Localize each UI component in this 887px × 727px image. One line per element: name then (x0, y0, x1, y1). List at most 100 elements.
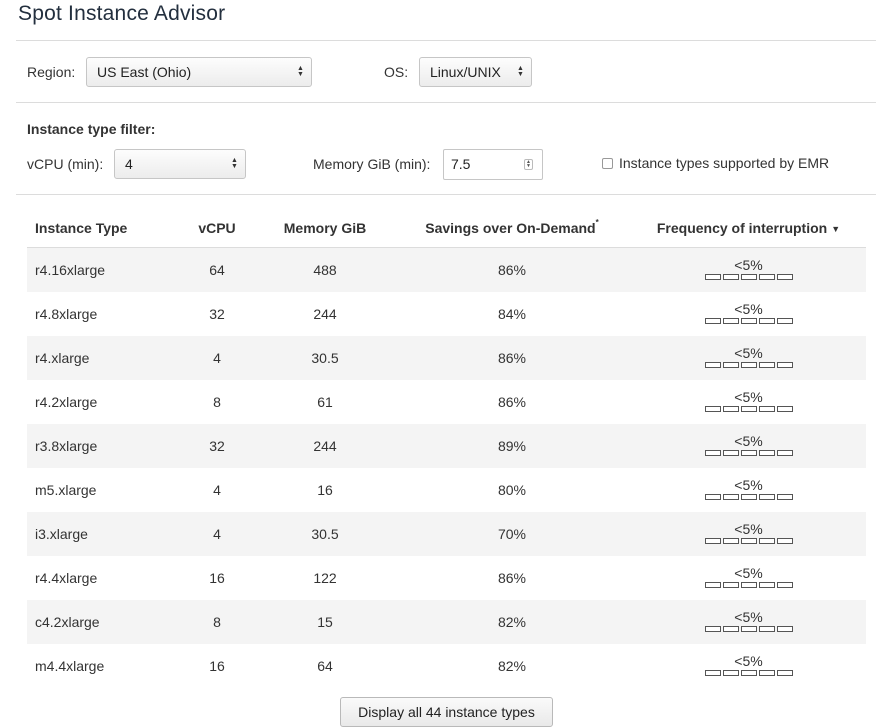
memory-cell: 244 (257, 424, 393, 468)
frequency-bar (776, 405, 793, 412)
frequency-bar (740, 581, 757, 588)
frequency-bar (758, 273, 775, 280)
memory-min-value: 7.5 (451, 156, 471, 172)
region-select[interactable]: US East (Ohio) ▲ ▼ (86, 57, 312, 87)
instance-type-cell: r4.2xlarge (35, 394, 98, 410)
spinner-icon[interactable]: ▲ ▼ (524, 159, 533, 170)
frequency-bars (704, 537, 793, 544)
frequency-bar (758, 625, 775, 632)
display-all-button[interactable]: Display all 44 instance types (340, 697, 553, 727)
instance-type-cell: i3.xlarge (27, 512, 177, 556)
frequency-bar (758, 449, 775, 456)
savings-header[interactable]: Savings over On-Demand* (393, 209, 631, 248)
instance-type-header[interactable]: Instance Type (27, 209, 177, 248)
frequency-indicator: <5% (704, 388, 793, 412)
savings-cell: 84% (497, 306, 527, 322)
memory-cell: 488 (257, 247, 393, 292)
frequency-bars (704, 361, 793, 368)
frequency-bar (776, 449, 793, 456)
frequency-indicator: <5% (704, 652, 793, 676)
savings-cell: 86% (497, 394, 527, 410)
savings-cell: 89% (393, 424, 631, 468)
frequency-bars (704, 669, 793, 676)
frequency-bar (704, 273, 721, 280)
frequency-bars (704, 493, 793, 500)
frequency-bar (722, 405, 739, 412)
vcpu-cell: 8 (177, 600, 257, 644)
table-row: r4.8xlarge 32 244 84% <5% (27, 292, 866, 336)
frequency-bar (758, 581, 775, 588)
memory-min-label: Memory GiB (min): (313, 156, 431, 172)
os-select[interactable]: Linux/UNIX ▲ ▼ (419, 57, 532, 87)
region-label: Region: (27, 64, 76, 80)
frequency-text: <5% (734, 564, 763, 581)
frequency-bar (704, 625, 721, 632)
vcpu-cell: 32 (209, 306, 225, 322)
frequency-bar (776, 537, 793, 544)
frequency-cell: <5% (631, 600, 866, 644)
savings-cell: 86% (393, 336, 631, 380)
frequency-header[interactable]: Frequency of interruption ▼ (631, 209, 866, 248)
memory-cell: 30.5 (257, 336, 393, 380)
frequency-cell: <5% (631, 512, 866, 556)
vcpu-min-select[interactable]: 4 ▲ ▼ (114, 149, 246, 179)
frequency-cell: <5% (631, 644, 866, 688)
frequency-bar (722, 273, 739, 280)
frequency-cell: <5% (631, 336, 866, 380)
vcpu-cell: 8 (213, 394, 221, 410)
memory-header[interactable]: Memory GiB (257, 209, 393, 248)
frequency-text: <5% (734, 256, 763, 273)
frequency-cell: <5% (631, 292, 866, 336)
frequency-indicator: <5% (704, 256, 793, 280)
instance-table: Instance Type vCPU Memory GiB Savings ov… (27, 209, 866, 688)
select-arrows-icon: ▲ ▼ (297, 65, 304, 78)
vcpu-cell: 32 (177, 424, 257, 468)
frequency-bar (704, 493, 721, 500)
table-row: r4.16xlarge 64 488 86% <5% (27, 247, 866, 292)
vcpu-header[interactable]: vCPU (177, 209, 257, 248)
os-select-value: Linux/UNIX (430, 64, 501, 80)
frequency-bar (758, 669, 775, 676)
frequency-bar (704, 449, 721, 456)
emr-checkbox-label: Instance types supported by EMR (619, 155, 830, 171)
select-arrows-icon: ▲ ▼ (517, 65, 524, 78)
frequency-indicator: <5% (704, 302, 793, 324)
frequency-bar (758, 493, 775, 500)
frequency-cell: <5% (631, 468, 866, 512)
memory-cell: 15 (257, 600, 393, 644)
frequency-bar (722, 449, 739, 456)
vcpu-cell: 64 (177, 247, 257, 292)
savings-cell: 70% (393, 512, 631, 556)
frequency-cell: <5% (631, 424, 866, 468)
divider (16, 102, 876, 103)
savings-cell: 86% (497, 570, 527, 586)
frequency-bar (722, 581, 739, 588)
frequency-bars (704, 405, 793, 412)
emr-checkbox[interactable] (602, 158, 613, 169)
table-row: r4.xlarge 4 30.5 86% <5% (27, 336, 866, 380)
frequency-indicator: <5% (704, 564, 793, 588)
frequency-text: <5% (734, 652, 763, 669)
frequency-text: <5% (734, 344, 763, 361)
frequency-cell: <5% (631, 247, 866, 292)
frequency-text: <5% (734, 432, 763, 449)
frequency-text: <5% (734, 476, 763, 493)
frequency-bar (704, 537, 721, 544)
frequency-bar (776, 317, 793, 324)
frequency-bar (758, 361, 775, 368)
frequency-bars (704, 581, 793, 588)
frequency-text: <5% (734, 608, 763, 625)
memory-cell: 244 (313, 306, 337, 322)
instance-type-cell: r4.xlarge (27, 336, 177, 380)
frequency-bar (740, 449, 757, 456)
memory-cell: 30.5 (257, 512, 393, 556)
frequency-bar (776, 493, 793, 500)
frequency-text: <5% (734, 388, 763, 405)
frequency-cell: <5% (631, 556, 866, 600)
frequency-bar (776, 273, 793, 280)
memory-min-input[interactable]: 7.5 ▲ ▼ (443, 149, 543, 180)
frequency-bar (740, 273, 757, 280)
os-label: OS: (384, 64, 409, 80)
instance-type-cell: m5.xlarge (35, 482, 97, 498)
instance-filter-title: Instance type filter: (27, 121, 156, 137)
